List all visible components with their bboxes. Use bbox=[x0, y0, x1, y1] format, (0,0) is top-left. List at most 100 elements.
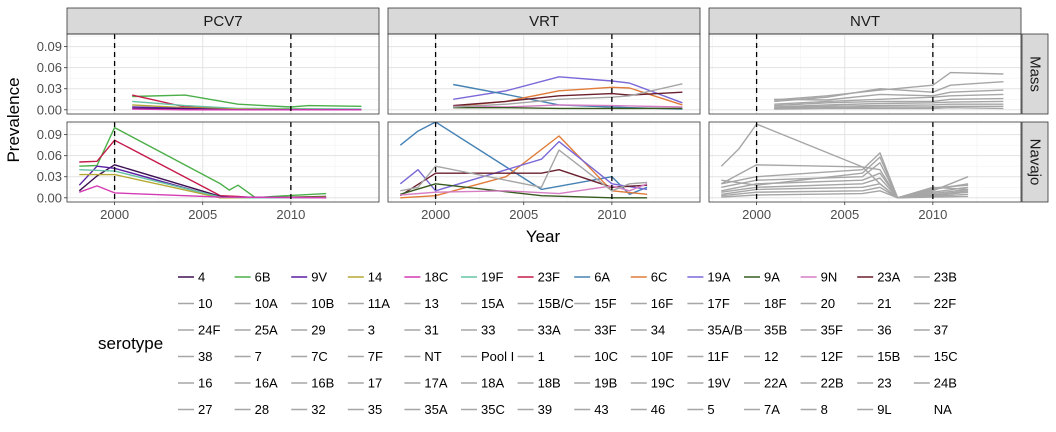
legend-label: 15A bbox=[481, 296, 504, 311]
legend-item: 16 bbox=[178, 376, 212, 391]
legend-item: 24B bbox=[913, 376, 957, 391]
legend-item: 16F bbox=[630, 296, 673, 311]
legend-item: 19F bbox=[461, 270, 503, 285]
legend-label: 10F bbox=[651, 349, 673, 364]
legend-item: 13 bbox=[404, 296, 439, 311]
legend-item: Pool I bbox=[461, 349, 514, 364]
legend-label: 7C bbox=[311, 349, 328, 364]
legend-label: 35A/B bbox=[707, 323, 742, 338]
panel-pcv7-mass bbox=[66, 33, 380, 115]
legend-label: 35C bbox=[481, 402, 505, 417]
legend-item: 8 bbox=[800, 402, 828, 417]
legend-label: 9A bbox=[764, 270, 780, 285]
legend-item: 15B/C bbox=[517, 296, 574, 311]
legend-item: 18B bbox=[517, 376, 561, 391]
legend-item: 35F bbox=[800, 323, 843, 338]
legend-item: 7C bbox=[291, 349, 328, 364]
legend-item: 38 bbox=[178, 349, 212, 364]
panel-pcv7-navajo bbox=[66, 121, 380, 203]
legend-label: 23A bbox=[877, 270, 900, 285]
legend-item: 24F bbox=[178, 323, 220, 338]
panel-border bbox=[708, 121, 1022, 203]
legend-label: 18B bbox=[538, 376, 561, 391]
legend-item: 20 bbox=[800, 296, 835, 311]
legend-label: 33 bbox=[481, 323, 495, 338]
legend-label: 18F bbox=[764, 296, 786, 311]
legend-item: 22B bbox=[800, 376, 844, 391]
legend-label: 24B bbox=[934, 376, 957, 391]
legend-item: 6C bbox=[630, 270, 667, 285]
legend-label: 13 bbox=[424, 296, 438, 311]
legend-item: 11A bbox=[347, 296, 390, 311]
legend-item: 31 bbox=[404, 323, 439, 338]
legend-item: 19B bbox=[574, 376, 617, 391]
legend-item: 10B bbox=[291, 296, 334, 311]
y-tick-label: 0.06 bbox=[37, 148, 62, 163]
legend-label: 7 bbox=[255, 349, 262, 364]
series-group bbox=[78, 126, 327, 199]
legend-item: 6A bbox=[574, 270, 610, 285]
x-tick-label: 2005 bbox=[509, 207, 538, 222]
legend-item: 10A bbox=[234, 296, 278, 311]
y-axis-title: Prevalence bbox=[4, 77, 23, 162]
legend-label: 32 bbox=[311, 402, 325, 417]
series-line-23b bbox=[400, 149, 648, 192]
x-tick-label: 2000 bbox=[742, 207, 771, 222]
legend-item: 23 bbox=[857, 376, 892, 391]
legend-title: serotype bbox=[98, 334, 163, 353]
legend-item: NT bbox=[404, 349, 442, 364]
legend-item: 35C bbox=[461, 402, 505, 417]
legend-label: 17A bbox=[424, 376, 447, 391]
legend-label: 22F bbox=[934, 296, 956, 311]
legend-item: 9N bbox=[800, 270, 837, 285]
legend-item: 7A bbox=[744, 402, 780, 417]
legend-label: 17 bbox=[368, 376, 382, 391]
legend-label: 37 bbox=[934, 323, 948, 338]
legend-item: 35A/B bbox=[687, 323, 743, 338]
legend-label: 19F bbox=[481, 270, 503, 285]
legend-item: 35A bbox=[404, 402, 448, 417]
legend-item: 12 bbox=[744, 349, 778, 364]
legend-item: 28 bbox=[234, 402, 269, 417]
facet-strip-label: PCV7 bbox=[203, 13, 242, 30]
legend-label: 27 bbox=[198, 402, 212, 417]
series-line-nvt-e bbox=[721, 172, 969, 199]
x-tick-label: 2010 bbox=[597, 207, 626, 222]
legend-label: 10 bbox=[198, 296, 212, 311]
legend-label: 16B bbox=[311, 376, 334, 391]
legend-item: 36 bbox=[857, 323, 892, 338]
legend-label: 29 bbox=[311, 323, 325, 338]
legend-label: 8 bbox=[821, 402, 828, 417]
series-group bbox=[399, 122, 648, 199]
legend-label: 9V bbox=[311, 270, 327, 285]
panel-vrt-mass bbox=[387, 33, 701, 115]
legend-label: 6B bbox=[255, 270, 271, 285]
legend-label: 35B bbox=[764, 323, 787, 338]
x-tick-label: 2010 bbox=[276, 207, 305, 222]
legend-item: 35 bbox=[347, 402, 382, 417]
legend-item: 18C bbox=[404, 270, 448, 285]
legend-item: 22A bbox=[744, 376, 787, 391]
legend-label: 12F bbox=[821, 349, 843, 364]
legend-label: 11A bbox=[368, 296, 390, 311]
legend-label: 18C bbox=[424, 270, 448, 285]
series-line-nvt-c bbox=[774, 89, 1004, 101]
legend-item: 9A bbox=[744, 270, 780, 285]
panel-nvt-navajo bbox=[708, 121, 1022, 203]
facet-strip-vrt bbox=[387, 7, 701, 35]
series-line-nvt-g bbox=[774, 103, 1004, 109]
legend-label: 10A bbox=[255, 296, 278, 311]
series-line-nvt-b bbox=[774, 81, 1004, 103]
facet-strip-nvt bbox=[708, 7, 1022, 35]
legend-label: 10C bbox=[594, 349, 618, 364]
legend-label: 12 bbox=[764, 349, 778, 364]
legend-label: 11F bbox=[707, 349, 728, 364]
legend-item: 15A bbox=[461, 296, 504, 311]
legend-item: 29 bbox=[291, 323, 326, 338]
facet-strip-pcv7 bbox=[66, 7, 380, 35]
series-group bbox=[132, 94, 362, 111]
series-line-9n bbox=[400, 183, 648, 196]
legend-item: 3 bbox=[347, 323, 375, 338]
legend-label: 23F bbox=[538, 270, 560, 285]
